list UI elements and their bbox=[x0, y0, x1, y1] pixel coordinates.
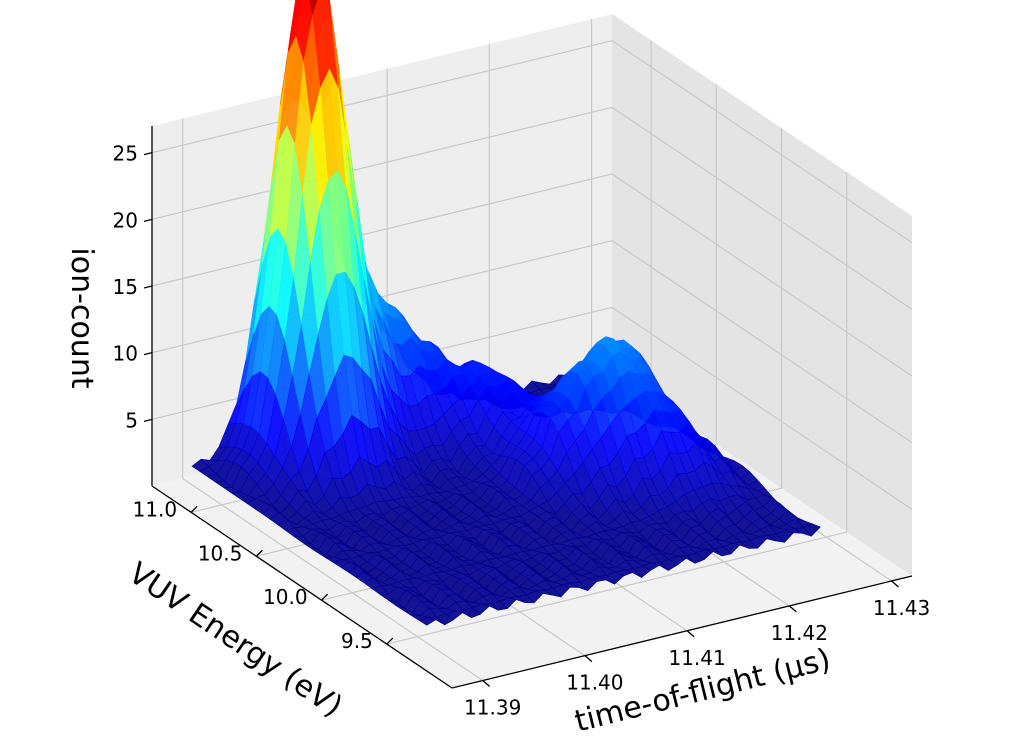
grid-line-z-side bbox=[611, 40, 913, 244]
z-tick-mark bbox=[143, 352, 153, 356]
grid-line-z-side bbox=[611, 240, 913, 444]
x-tick-mark bbox=[891, 580, 899, 588]
grid-line-z-side bbox=[611, 106, 913, 310]
y-tick-labels: 9.5 10.0 10.5 11.0 bbox=[133, 497, 394, 653]
x-tick-mark bbox=[482, 680, 491, 688]
side-pane bbox=[612, 14, 912, 576]
z-tick-label: 10 bbox=[113, 342, 138, 366]
x-tick-label: 11.40 bbox=[566, 671, 623, 695]
surface-mesh bbox=[191, 0, 821, 626]
y-tick-mark bbox=[255, 549, 263, 557]
axis-lines bbox=[151, 126, 913, 689]
x-tick-mark bbox=[584, 655, 593, 663]
z-tick-mark bbox=[143, 152, 153, 156]
grid-line-z-side bbox=[611, 173, 913, 377]
x-tick-label: 11.42 bbox=[771, 621, 828, 645]
z-tick-label: 5 bbox=[125, 408, 138, 432]
z-tick-label: 15 bbox=[113, 275, 138, 299]
grid-line-z-back bbox=[151, 106, 613, 220]
x-axis-line bbox=[451, 575, 913, 689]
grid-line-x-floor bbox=[182, 478, 484, 682]
y-tick-label: 9.5 bbox=[341, 629, 373, 653]
y-tick-mark bbox=[386, 637, 394, 645]
x-tick-label: 11.43 bbox=[873, 596, 930, 620]
y-tick-label: 11.0 bbox=[133, 497, 178, 521]
y-tick-mark bbox=[190, 505, 198, 513]
y-tick-label: 10.0 bbox=[263, 585, 308, 609]
x-tick-labels: 11.39 11.40 11.41 11.42 11.43 bbox=[464, 580, 930, 720]
z-tick-label: 20 bbox=[113, 208, 138, 232]
z-tick-mark bbox=[143, 285, 153, 289]
y-tick-label: 10.5 bbox=[198, 541, 243, 565]
surface-facet bbox=[287, 0, 302, 52]
z-tick-mark bbox=[143, 418, 153, 422]
grid-line-y-floor bbox=[386, 531, 847, 645]
x-tick-mark bbox=[686, 630, 695, 638]
z-tick-labels: 5 10 15 20 25 bbox=[113, 142, 153, 432]
x-tick-label: 11.41 bbox=[668, 646, 725, 670]
x-tick-label: 11.39 bbox=[464, 696, 521, 720]
grid-line-z-back bbox=[151, 240, 613, 354]
y-axis-line bbox=[151, 485, 453, 689]
grid-line-z-back bbox=[151, 40, 613, 154]
x-tick-mark bbox=[788, 605, 797, 613]
z-axis-label: ion-count bbox=[64, 247, 99, 388]
z-tick-mark bbox=[143, 218, 153, 222]
grid-line-z-side bbox=[611, 306, 913, 510]
surface-facet bbox=[803, 523, 821, 537]
z-tick-label: 25 bbox=[113, 142, 138, 166]
grid-line-z-back bbox=[151, 173, 613, 287]
surface-facet bbox=[309, 0, 319, 16]
y-tick-mark bbox=[321, 593, 329, 601]
